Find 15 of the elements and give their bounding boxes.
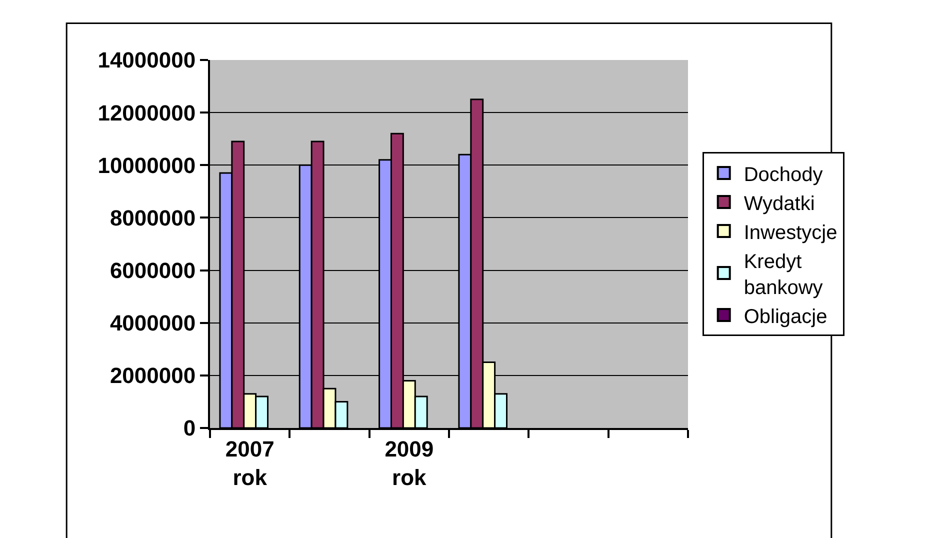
x-tick-label: 2009 rok [384, 436, 434, 490]
y-tick-label: 14000000 [98, 48, 196, 73]
legend-label: Kredyt bankowy [744, 250, 823, 299]
y-tick-label: 8000000 [110, 205, 196, 230]
y-tick-label: 12000000 [98, 100, 196, 126]
y-tick-label: 6000000 [110, 258, 196, 283]
y-tick-label: 10000000 [98, 152, 196, 178]
y-tick-label: 4000000 [110, 310, 196, 336]
legend-label: Obligacje [744, 306, 828, 328]
y-tick-label: 0 [183, 416, 196, 441]
legend-label: Wydatki [744, 192, 815, 215]
legend-label: Inwestycje [744, 222, 838, 244]
legend-label: Dochody [744, 164, 823, 186]
y-tick-label: 2000000 [110, 363, 196, 388]
x-tick-label: 2007 rok [225, 436, 274, 490]
